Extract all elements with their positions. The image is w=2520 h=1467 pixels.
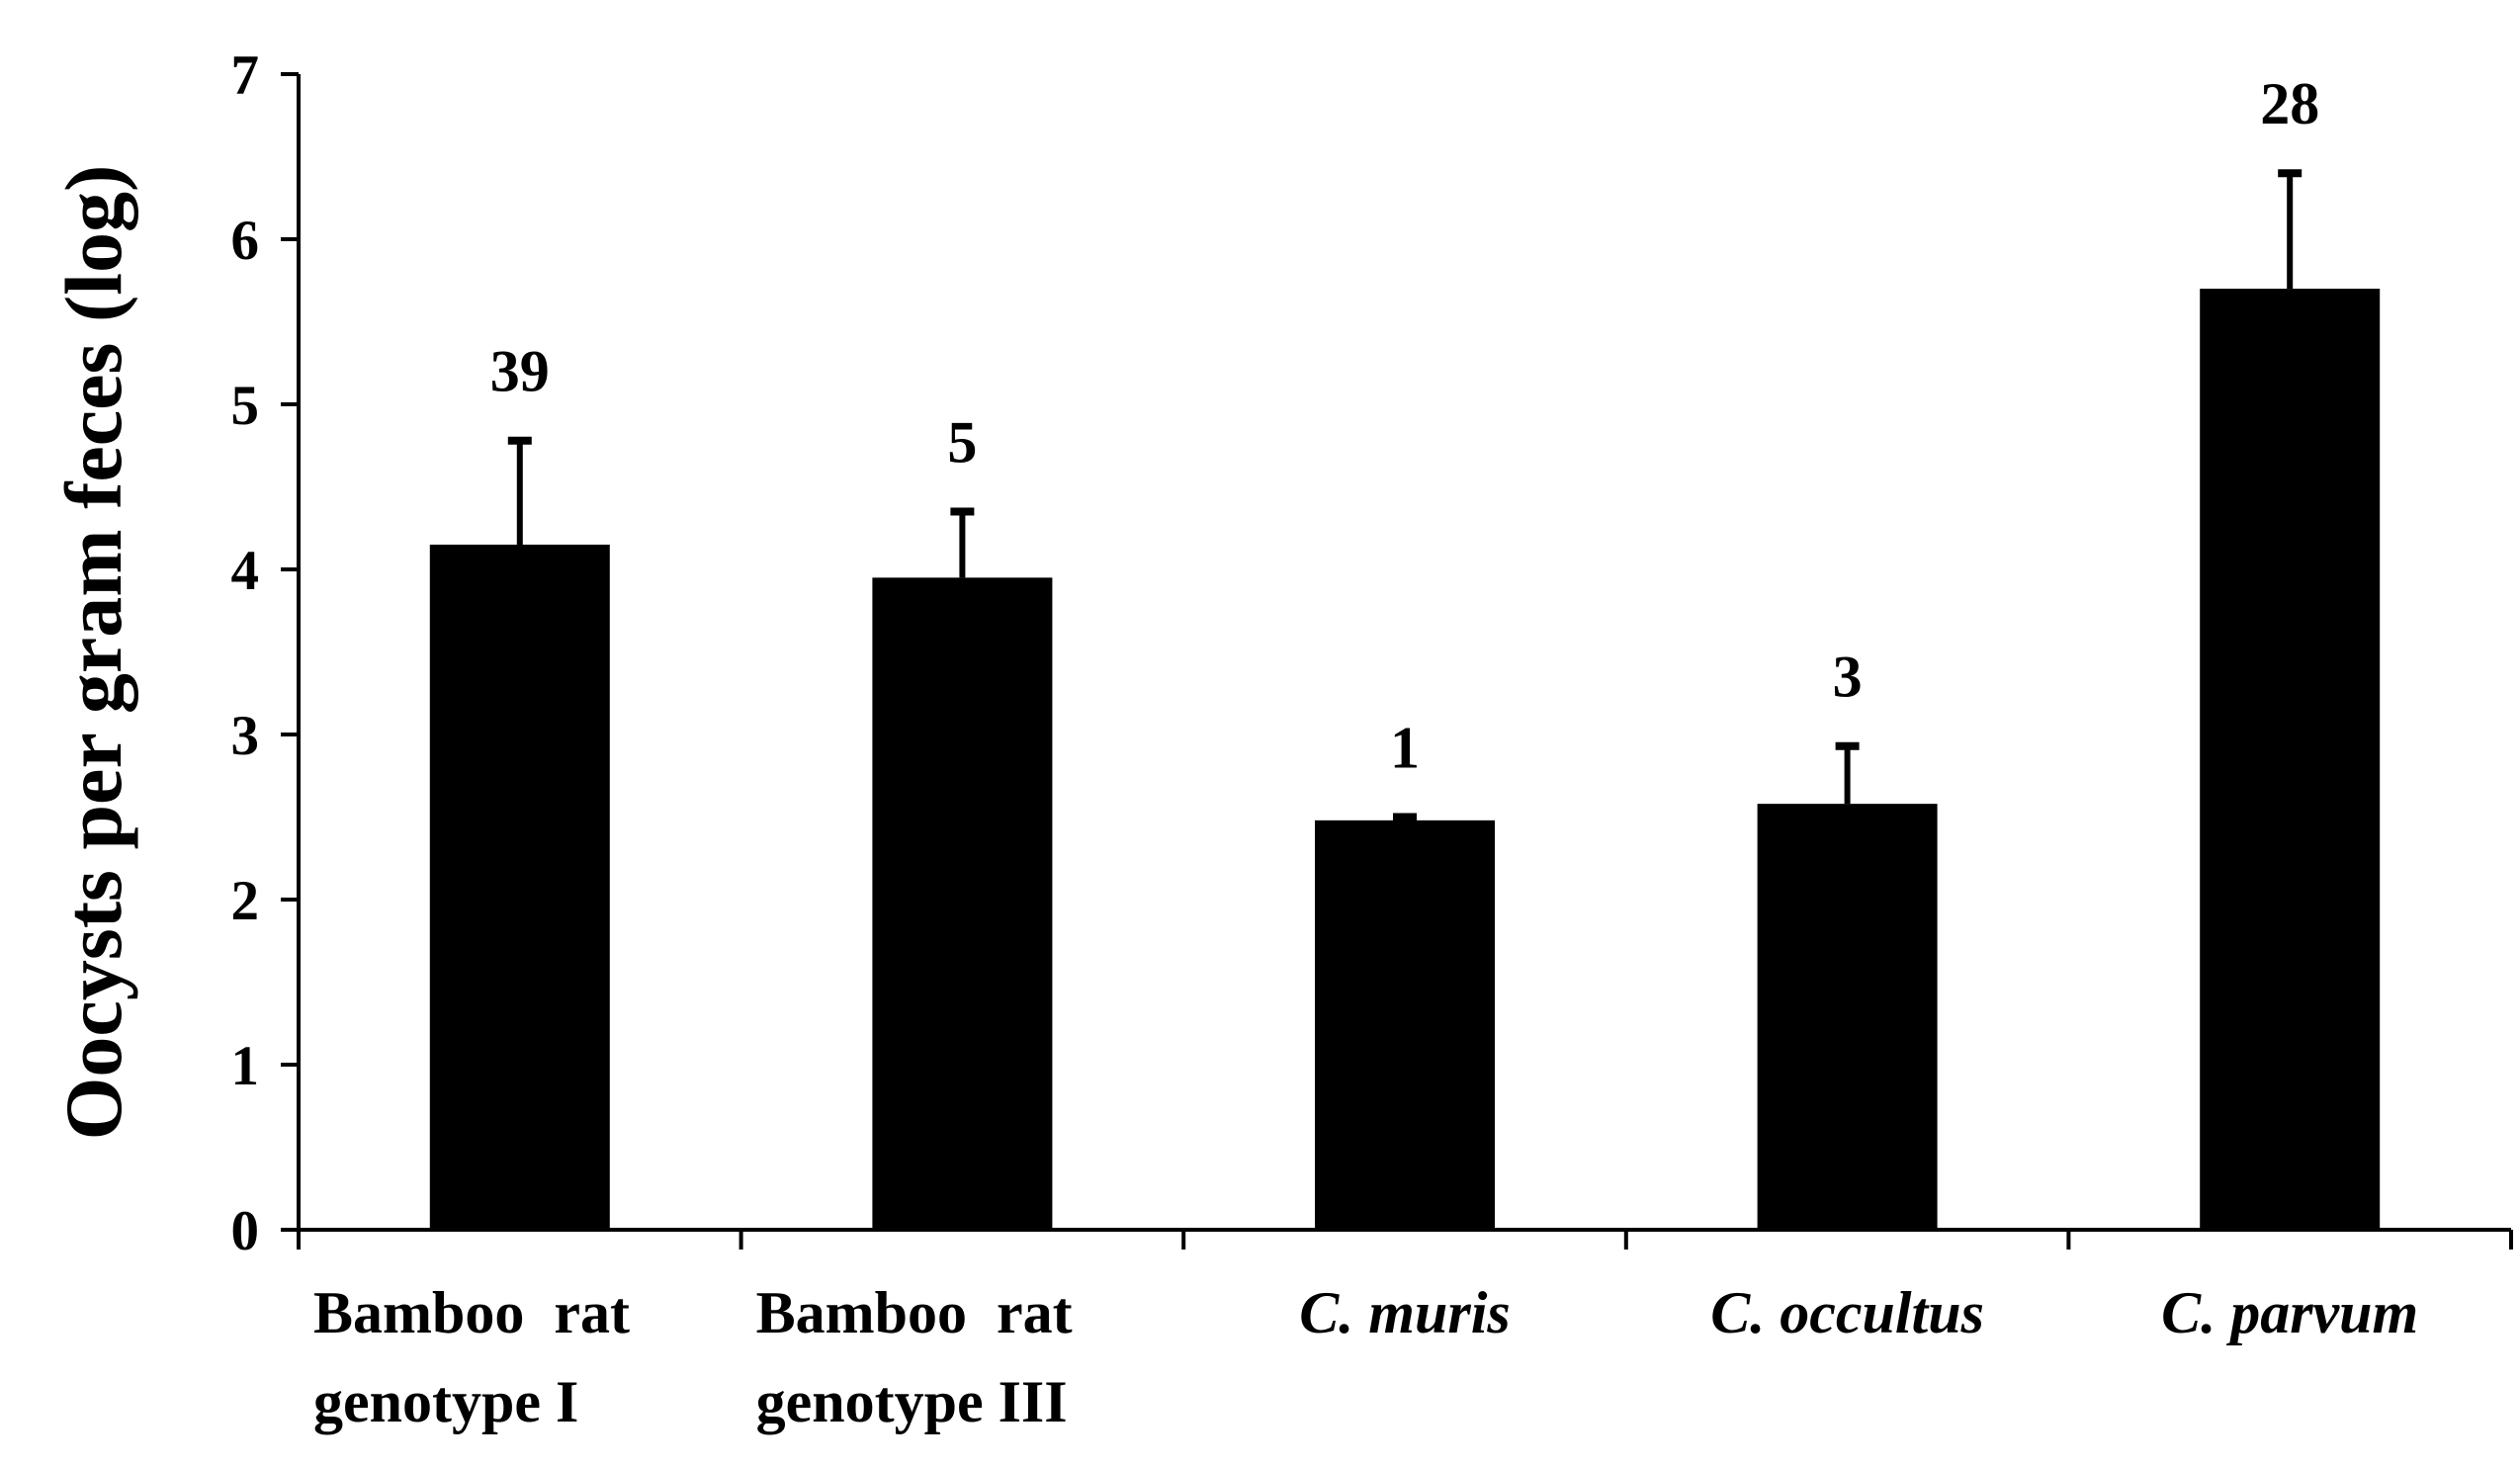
bar: [1315, 820, 1495, 1230]
y-tick-label: 3: [231, 705, 260, 767]
y-tick-label: 2: [231, 870, 260, 932]
error-bars: [507, 169, 2303, 821]
bar: [872, 577, 1053, 1230]
y-tick-label: 0: [231, 1200, 260, 1262]
x-tick-label-line: Bamboo rat: [313, 1280, 630, 1345]
data-label: 1: [1390, 716, 1420, 781]
y-tick-label: 6: [231, 210, 260, 272]
x-tick-label: C. muris: [1299, 1280, 1510, 1345]
data-label: 28: [2260, 71, 2319, 136]
y-tick-label: 5: [231, 375, 260, 437]
data-labels: 39 5 1 3 28: [490, 71, 2319, 780]
x-tick-label: C. parvum: [2161, 1280, 2418, 1345]
bar: [2200, 289, 2381, 1231]
x-tick-label-line: C. muris: [1299, 1280, 1510, 1345]
y-tick-label: 1: [231, 1035, 260, 1097]
y-tick-label: 7: [231, 44, 260, 107]
x-axis-labels: Bamboo rat genotype I Bamboo rat genotype I…: [313, 1280, 2418, 1434]
x-tick-label-line: C. parvum: [2161, 1280, 2418, 1345]
x-tick-label-line: genotype III: [756, 1369, 1068, 1434]
x-tick-label: Bamboo rat genotype III: [756, 1280, 1073, 1434]
x-tick-label-line: C. occultus: [1710, 1280, 1984, 1345]
bars: [429, 289, 2381, 1231]
x-tick-label-line: Bamboo rat: [756, 1280, 1073, 1345]
data-label: 39: [490, 339, 550, 404]
x-tick-label: C. occultus: [1710, 1280, 1984, 1345]
y-axis-title: Oocysts per gram feces (log): [48, 165, 138, 1141]
y-axis-ticks: 0 1 2 3 4 5 6 7: [231, 44, 299, 1262]
x-tick-label: Bamboo rat genotype I: [313, 1280, 630, 1434]
y-tick-label: 4: [231, 540, 260, 602]
x-tick-label-line: genotype I: [313, 1369, 578, 1434]
bar: [1757, 804, 1938, 1230]
data-label: 3: [1833, 645, 1863, 710]
data-label: 5: [947, 410, 977, 475]
bar: [429, 544, 610, 1230]
